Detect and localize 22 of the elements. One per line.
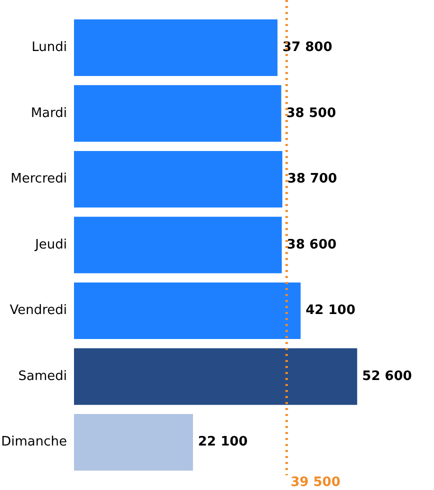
- y-tick-label: Lundi: [32, 40, 67, 56]
- bar: [74, 150, 282, 208]
- bar: [74, 348, 358, 405]
- y-tick-label: Dimanche: [1, 434, 67, 450]
- bar: [74, 282, 301, 340]
- data-label: 38 600: [286, 237, 337, 252]
- bar: [74, 414, 193, 471]
- data-label: 38 500: [286, 106, 336, 121]
- bar: [74, 85, 282, 142]
- y-tick-label: Mardi: [30, 106, 67, 121]
- bar: [74, 19, 278, 76]
- data-label: 22 100: [198, 434, 248, 450]
- data-label: 52 600: [362, 368, 412, 384]
- y-tick-label: Vendredi: [10, 303, 67, 318]
- y-tick-label: Samedi: [18, 368, 67, 384]
- data-label: 37 800: [282, 40, 332, 56]
- ref-line-label: 39 500: [290, 474, 340, 490]
- data-label: 38 700: [287, 172, 338, 187]
- data-label: 42 100: [306, 303, 356, 318]
- y-tick-label: Mercredi: [10, 172, 67, 187]
- y-tick-label: Jeudi: [34, 237, 67, 252]
- bar: [74, 216, 282, 274]
